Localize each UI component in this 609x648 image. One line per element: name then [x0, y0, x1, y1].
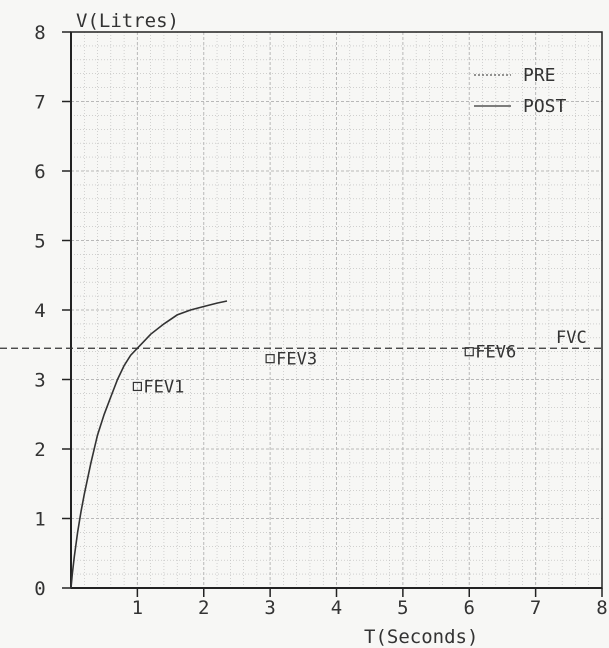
x-tick-label: 6 [464, 597, 475, 619]
fvc-label: FVC [556, 328, 587, 348]
y-tick-label: 2 [34, 439, 45, 461]
fvc-reference: FVC [0, 328, 602, 349]
legend-label-post: POST [523, 96, 567, 117]
y-axis-ticks: 0 1 2 3 4 5 6 7 8 [34, 22, 71, 600]
series-lines [70, 300, 228, 589]
y-tick-label: 3 [34, 370, 45, 392]
label-fev3: FEV3 [276, 350, 317, 370]
marker-fev3 [265, 354, 275, 364]
y-tick-label: 8 [34, 22, 45, 44]
x-tick-label: 1 [132, 597, 143, 619]
y-tick-label: 6 [34, 161, 45, 183]
x-tick-label: 2 [198, 597, 209, 619]
y-tick-label: 4 [34, 300, 45, 322]
x-tick-label: 4 [331, 597, 342, 619]
x-tick-label: 3 [264, 597, 275, 619]
y-tick-label: 0 [34, 578, 45, 600]
label-fev6: FEV6 [475, 343, 516, 363]
legend-label-pre: PRE [523, 65, 556, 86]
x-tick-label: 8 [596, 597, 607, 619]
fev-annotations: FEV1 FEV3 FEV6 [132, 343, 516, 397]
y-tick-label: 5 [34, 231, 45, 253]
y-tick-label: 7 [34, 92, 45, 114]
x-axis-ticks: 1 2 3 4 5 6 7 8 [132, 588, 608, 619]
marker-fev6 [464, 347, 474, 357]
x-tick-label: 5 [397, 597, 408, 619]
y-tick-label: 1 [34, 509, 45, 531]
x-tick-label: 7 [530, 597, 541, 619]
marker-fev1 [132, 381, 142, 392]
y-axis-label: V(Litres) [76, 10, 179, 32]
legend: PRE POST [474, 65, 567, 117]
label-fev1: FEV1 [143, 377, 184, 397]
x-axis-label: T(Seconds) [364, 626, 478, 648]
series-line-post [70, 300, 228, 589]
